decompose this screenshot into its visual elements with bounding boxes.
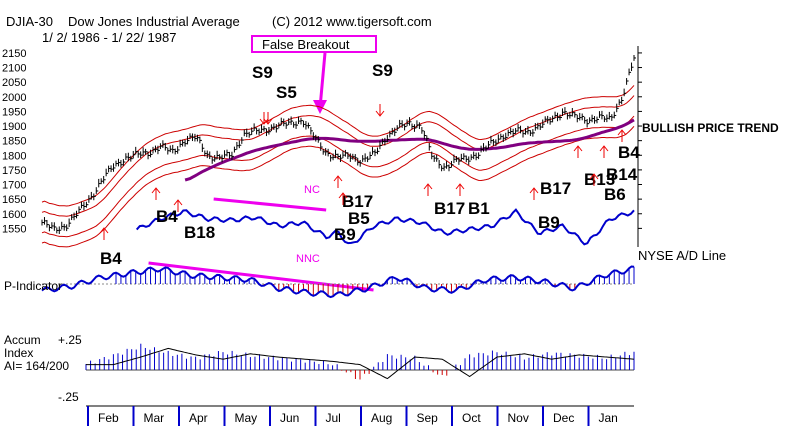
nnc-label: NNC — [296, 253, 320, 265]
ad-line-label: NYSE A/D Line — [638, 248, 726, 263]
signal-label-3: B4 — [100, 249, 122, 268]
month-label-4: Jun — [280, 411, 299, 425]
signal-arrowhead-9 — [599, 145, 609, 152]
chart-date-range: 1/ 2/ 1986 - 1/ 22/ 1987 — [42, 30, 176, 45]
month-label-5: Jul — [326, 411, 341, 425]
signal-label-15: B6 — [604, 185, 626, 204]
y-tick-label-10: 1650 — [2, 194, 26, 206]
month-label-11: Jan — [599, 411, 618, 425]
month-label-0: Feb — [98, 411, 119, 425]
month-label-8: Oct — [462, 411, 481, 425]
signal-label-2: S9 — [372, 61, 393, 80]
false-breakout-arrow — [318, 52, 327, 109]
signal-arrowhead-13 — [375, 110, 385, 117]
signal-label-14: B14 — [606, 165, 638, 184]
signal-label-10: B1 — [468, 199, 490, 218]
signal-label-7: B5 — [348, 209, 370, 228]
price-group — [41, 55, 636, 235]
axes-group: 2150 2100 2050 2000 1950 1900 1850 1800 1750 1700… — [2, 46, 642, 247]
accum-top-label: +.25 — [58, 333, 82, 347]
accum-label-3: AI= 164/200 — [4, 359, 69, 373]
y-tick-label-9: 1700 — [2, 180, 26, 192]
month-label-1: Mar — [144, 411, 165, 425]
signal-label-6: B17 — [342, 192, 373, 211]
nyse-ad-line — [135, 208, 635, 246]
signal-label-4: B4 — [156, 207, 178, 226]
accum-index-group — [85, 343, 635, 380]
y-tick-label-7: 1800 — [2, 150, 26, 162]
nc-label: NC — [304, 184, 320, 196]
signal-arrowhead-6 — [455, 183, 465, 190]
signal-arrowhead-4 — [338, 192, 348, 199]
signal-label-13: B13 — [584, 170, 615, 189]
month-axis-group: Feb Mar Apr May Jun Jul Aug Sep Oct Nov Dec Jan — [86, 405, 634, 426]
y-tick-label-3: 2000 — [2, 92, 26, 104]
signal-arrowhead-8 — [573, 145, 583, 152]
y-tick-label-6: 1850 — [2, 136, 26, 148]
y-tick-label-8: 1750 — [2, 165, 26, 177]
signal-label-1: S5 — [276, 83, 297, 102]
accum-bottom-label: -.25 — [58, 390, 79, 404]
moving-average-line — [184, 118, 635, 182]
y-tick-label-5: 1900 — [2, 121, 26, 133]
signal-arrowhead-0 — [99, 227, 109, 234]
month-label-7: Sep — [417, 411, 439, 425]
y-tick-label-11: 1600 — [2, 209, 26, 221]
p-indicator-group — [41, 265, 635, 299]
month-label-10: Dec — [553, 411, 574, 425]
y-tick-label-0: 2150 — [2, 48, 26, 60]
accum-label-1: Accum — [4, 333, 41, 347]
y-tick-label-1: 2100 — [2, 63, 26, 75]
y-tick-label-4: 1950 — [2, 106, 26, 118]
signal-label-0: S9 — [252, 63, 273, 82]
signal-label-16: B4 — [618, 143, 640, 162]
signal-label-9: B17 — [434, 199, 465, 218]
signal-label-12: B17 — [540, 179, 571, 198]
p-indicator-line — [41, 265, 635, 299]
false-breakout-label: False Breakout — [262, 37, 350, 52]
accum-label-2: Index — [4, 346, 33, 360]
ad-line-group — [135, 197, 635, 292]
month-label-9: Nov — [508, 411, 529, 425]
lower-band-inner — [41, 115, 635, 238]
signal-label-8: B9 — [334, 225, 356, 244]
chart-copyright: (C) 2012 www.tigersoft.com — [272, 14, 432, 29]
signal-arrowhead-3 — [333, 175, 343, 182]
month-label-2: Apr — [189, 411, 208, 425]
signal-label-5: B18 — [184, 223, 215, 242]
month-label-3: May — [235, 411, 258, 425]
chart-title: Dow Jones Industrial Average — [68, 14, 240, 29]
signal-arrowhead-5 — [423, 183, 433, 190]
false-breakout-box — [251, 35, 377, 53]
signal-arrowhead-1 — [151, 187, 161, 194]
nc-divergence-line — [213, 197, 327, 212]
signal-arrowhead-2 — [173, 199, 183, 206]
signal-arrowhead-11 — [259, 118, 269, 125]
upper-band-outer — [41, 85, 635, 207]
signal-label-11: B9 — [538, 213, 560, 232]
y-tick-label-2: 2050 — [2, 77, 26, 89]
signal-arrowhead-12 — [263, 118, 273, 125]
accum-ma-line — [86, 347, 635, 380]
nnc-divergence-line — [148, 261, 374, 292]
signal-arrowhead-10 — [617, 129, 627, 136]
trend-label: BULLISH PRICE TREND — [642, 121, 779, 135]
y-tick-label-12: 1550 — [2, 223, 26, 235]
chart-symbol: DJIA-30 — [6, 14, 53, 29]
signal-arrowhead-14 — [589, 173, 599, 180]
month-label-6: Aug — [371, 411, 392, 425]
signal-arrowhead-7 — [529, 187, 539, 194]
p-indicator-label: P-Indicator — [4, 279, 62, 293]
